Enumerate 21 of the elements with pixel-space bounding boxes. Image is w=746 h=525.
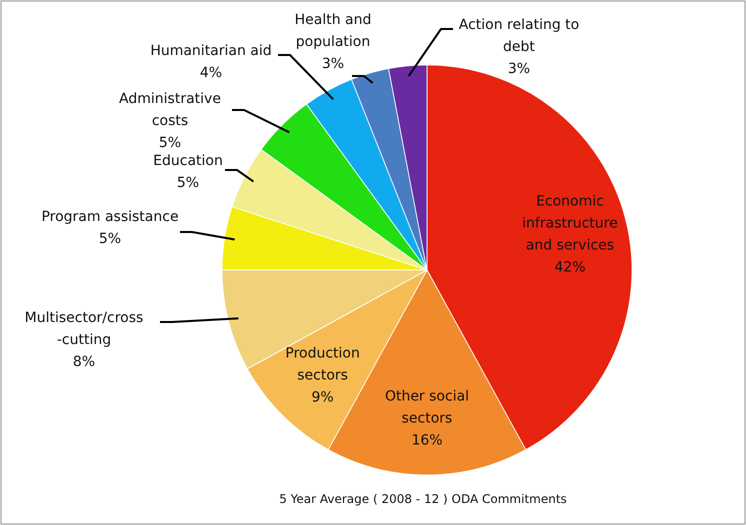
slice-label: Program assistance — [41, 209, 179, 225]
slice-label: Health and population — [294, 12, 372, 50]
slice-label: Production sectors — [285, 345, 360, 384]
slice-label: Action relating to debt — [458, 17, 580, 55]
data-label: 42% — [554, 259, 586, 276]
slice-label: Economic infrastructure and services — [522, 193, 618, 254]
slice-label: Education — [153, 153, 223, 169]
slice-label: Humanitarian aid — [150, 43, 272, 59]
data-label: 16% — [411, 432, 443, 449]
text: 5 Year Average ( 2008 - 12 ) ODA Commitments — [279, 492, 567, 506]
data-label: 3% — [508, 61, 530, 77]
slice-label: Multisector/cross-cutting — [24, 310, 144, 348]
data-label: 9% — [312, 389, 334, 406]
data-label: 8% — [72, 354, 96, 370]
data-label: 5% — [158, 135, 182, 151]
data-label: 4% — [200, 65, 222, 81]
data-label: 3% — [322, 56, 344, 72]
data-label: 5% — [98, 231, 122, 247]
data-label: 5% — [176, 175, 200, 191]
slice-label: Other social sectors — [384, 388, 470, 427]
slice-label: Administrative costs — [119, 91, 221, 129]
